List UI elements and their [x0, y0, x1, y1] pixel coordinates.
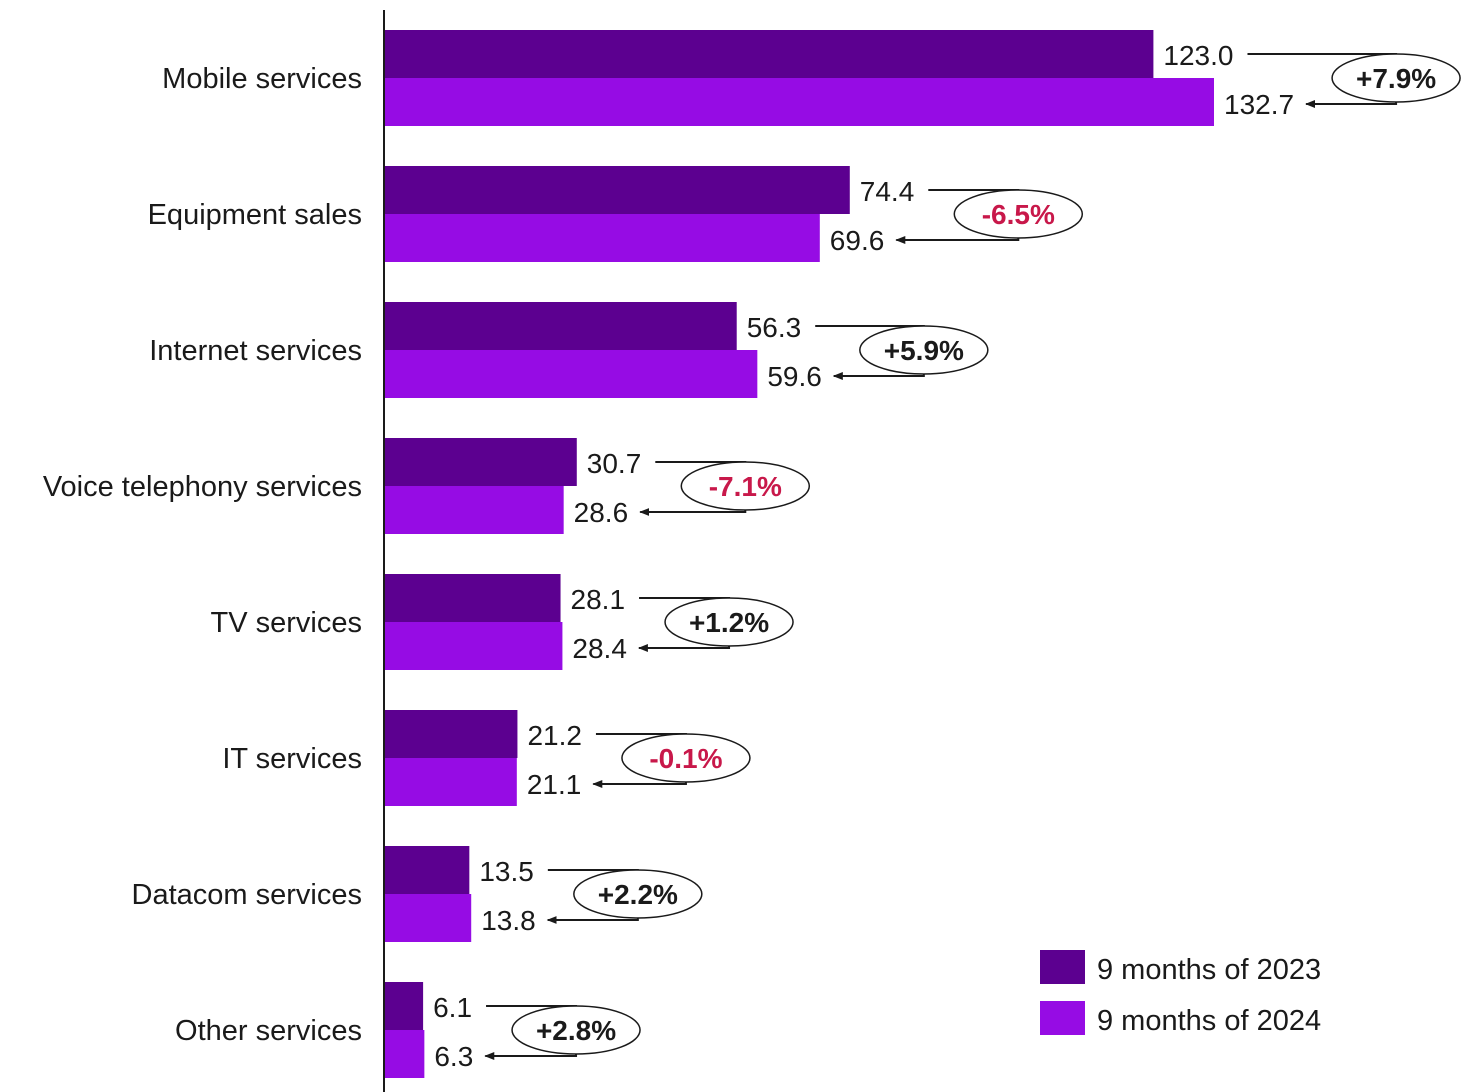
- bar-2024-internet-services: [385, 350, 758, 398]
- legend-swatch-2024: [1040, 1001, 1085, 1035]
- change-label-tv-services: +1.2%: [689, 607, 769, 638]
- bar-2024-tv-services: [385, 622, 563, 670]
- bar-2024-equipment-sales: [385, 214, 820, 262]
- bar-2024-mobile-services: [385, 78, 1214, 126]
- change-label-internet-services: +5.9%: [884, 335, 964, 366]
- value-label-2023-equipment-sales: 74.4: [860, 176, 915, 207]
- value-label-2023-mobile-services: 123.0: [1163, 40, 1233, 71]
- value-label-2024-voice-telephony-services: 28.6: [574, 497, 629, 528]
- value-label-2024-equipment-sales: 69.6: [830, 225, 885, 256]
- category-label-datacom-services: Datacom services: [132, 879, 362, 911]
- change-label-equipment-sales: -6.5%: [982, 199, 1055, 230]
- value-label-2023-it-services: 21.2: [527, 720, 582, 751]
- value-label-2023-other-services: 6.1: [433, 992, 472, 1023]
- value-label-2024-other-services: 6.3: [434, 1041, 473, 1072]
- change-label-voice-telephony-services: -7.1%: [709, 471, 782, 502]
- bar-2023-mobile-services: [385, 30, 1154, 78]
- value-label-2023-datacom-services: 13.5: [479, 856, 534, 887]
- bar-2024-datacom-services: [385, 894, 472, 942]
- category-label-internet-services: Internet services: [149, 335, 362, 367]
- category-label-mobile-services: Mobile services: [162, 63, 362, 95]
- change-badge-voice-telephony-services: [680, 461, 811, 511]
- bar-2024-voice-telephony-services: [385, 486, 564, 534]
- value-label-2024-datacom-services: 13.8: [481, 905, 536, 936]
- change-badge-mobile-services: [1331, 53, 1461, 103]
- bar-2023-datacom-services: [385, 846, 470, 894]
- bar-2024-it-services: [385, 758, 517, 806]
- legend-label-2023: 9 months of 2023: [1097, 954, 1321, 986]
- change-badge-other-services: [511, 1005, 641, 1055]
- value-label-2024-internet-services: 59.6: [767, 361, 822, 392]
- category-label-it-services: IT services: [222, 743, 362, 775]
- legend-swatch-2023: [1040, 950, 1085, 984]
- category-label-equipment-sales: Equipment sales: [148, 199, 362, 231]
- value-label-2023-tv-services: 28.1: [571, 584, 626, 615]
- bars-layer: [385, 30, 1214, 1078]
- change-label-other-services: +2.8%: [536, 1015, 616, 1046]
- category-label-tv-services: TV services: [211, 607, 362, 639]
- bar-2023-it-services: [385, 710, 518, 758]
- change-badge-internet-services: [859, 325, 989, 375]
- bar-2023-internet-services: [385, 302, 737, 350]
- change-label-datacom-services: +2.2%: [598, 879, 678, 910]
- value-label-2023-voice-telephony-services: 30.7: [587, 448, 642, 479]
- change-badge-datacom-services: [573, 869, 703, 919]
- bar-2023-tv-services: [385, 574, 561, 622]
- change-badge-equipment-sales: [953, 189, 1084, 239]
- change-label-it-services: -0.1%: [649, 743, 722, 774]
- change-label-mobile-services: +7.9%: [1356, 63, 1436, 94]
- change-badge-it-services: [621, 733, 751, 783]
- bar-2023-equipment-sales: [385, 166, 850, 214]
- legend: 9 months of 2023 9 months of 2024: [1040, 950, 1321, 1037]
- bar-2024-other-services: [385, 1030, 425, 1078]
- bar-2023-other-services: [385, 982, 424, 1030]
- labels-layer: Mobile services 123.0 132.7 +7.9% Equipment …: [43, 40, 1461, 1072]
- change-badge-tv-services: [664, 597, 794, 647]
- value-label-2024-mobile-services: 132.7: [1224, 89, 1294, 120]
- category-label-other-services: Other services: [175, 1015, 362, 1047]
- value-label-2024-it-services: 21.1: [527, 769, 582, 800]
- category-label-voice-telephony-services: Voice telephony services: [43, 471, 362, 503]
- bar-2023-voice-telephony-services: [385, 438, 577, 486]
- value-label-2024-tv-services: 28.4: [572, 633, 627, 664]
- legend-label-2024: 9 months of 2024: [1097, 1005, 1321, 1037]
- value-label-2023-internet-services: 56.3: [747, 312, 802, 343]
